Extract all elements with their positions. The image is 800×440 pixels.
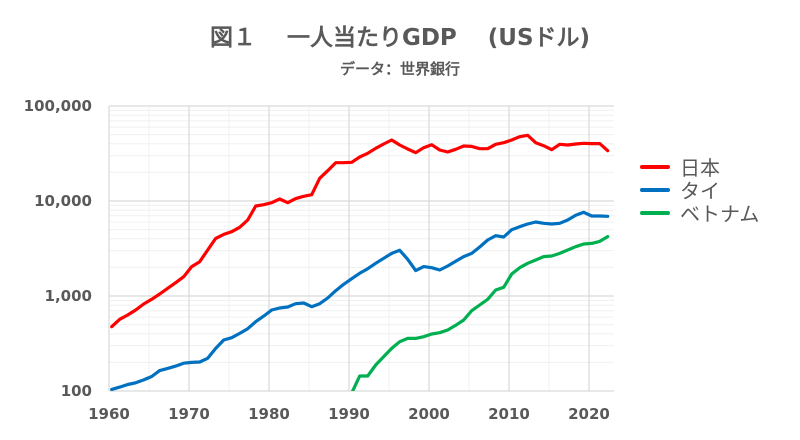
- chart-subtitle: データ：世界銀行: [339, 60, 460, 78]
- y-tick-label: 100: [61, 382, 92, 400]
- legend-swatch: [640, 187, 670, 192]
- legend-swatch: [640, 164, 670, 169]
- legend-item-vietnam: ベトナム: [640, 198, 759, 227]
- x-tick-label: 1960: [88, 405, 130, 423]
- y-tick-label: 10,000: [34, 192, 92, 210]
- x-tick-label: 2020: [568, 405, 610, 423]
- legend-item-japan: 日本: [640, 152, 720, 181]
- legend-swatch: [640, 210, 670, 215]
- y-tick-label: 100,000: [24, 97, 92, 115]
- series-line-0: [110, 133, 610, 329]
- legend-item-thailand: タイ: [640, 175, 720, 204]
- y-tick-label: 1,000: [45, 287, 92, 305]
- x-tick-label: 1990: [328, 405, 370, 423]
- chart-title: 図１ 一人当たりGDP (USドル): [209, 25, 591, 51]
- legend-label: 日本: [680, 156, 720, 180]
- x-tick-label: 1970: [168, 405, 210, 423]
- x-tick-label: 2010: [488, 405, 530, 423]
- series-line-2: [350, 235, 610, 391]
- legend-label: タイ: [680, 179, 720, 203]
- series-line-1: [110, 210, 610, 391]
- legend-label: ベトナム: [680, 202, 760, 226]
- x-tick-label: 2000: [408, 405, 450, 423]
- x-tick-label: 1980: [248, 405, 290, 423]
